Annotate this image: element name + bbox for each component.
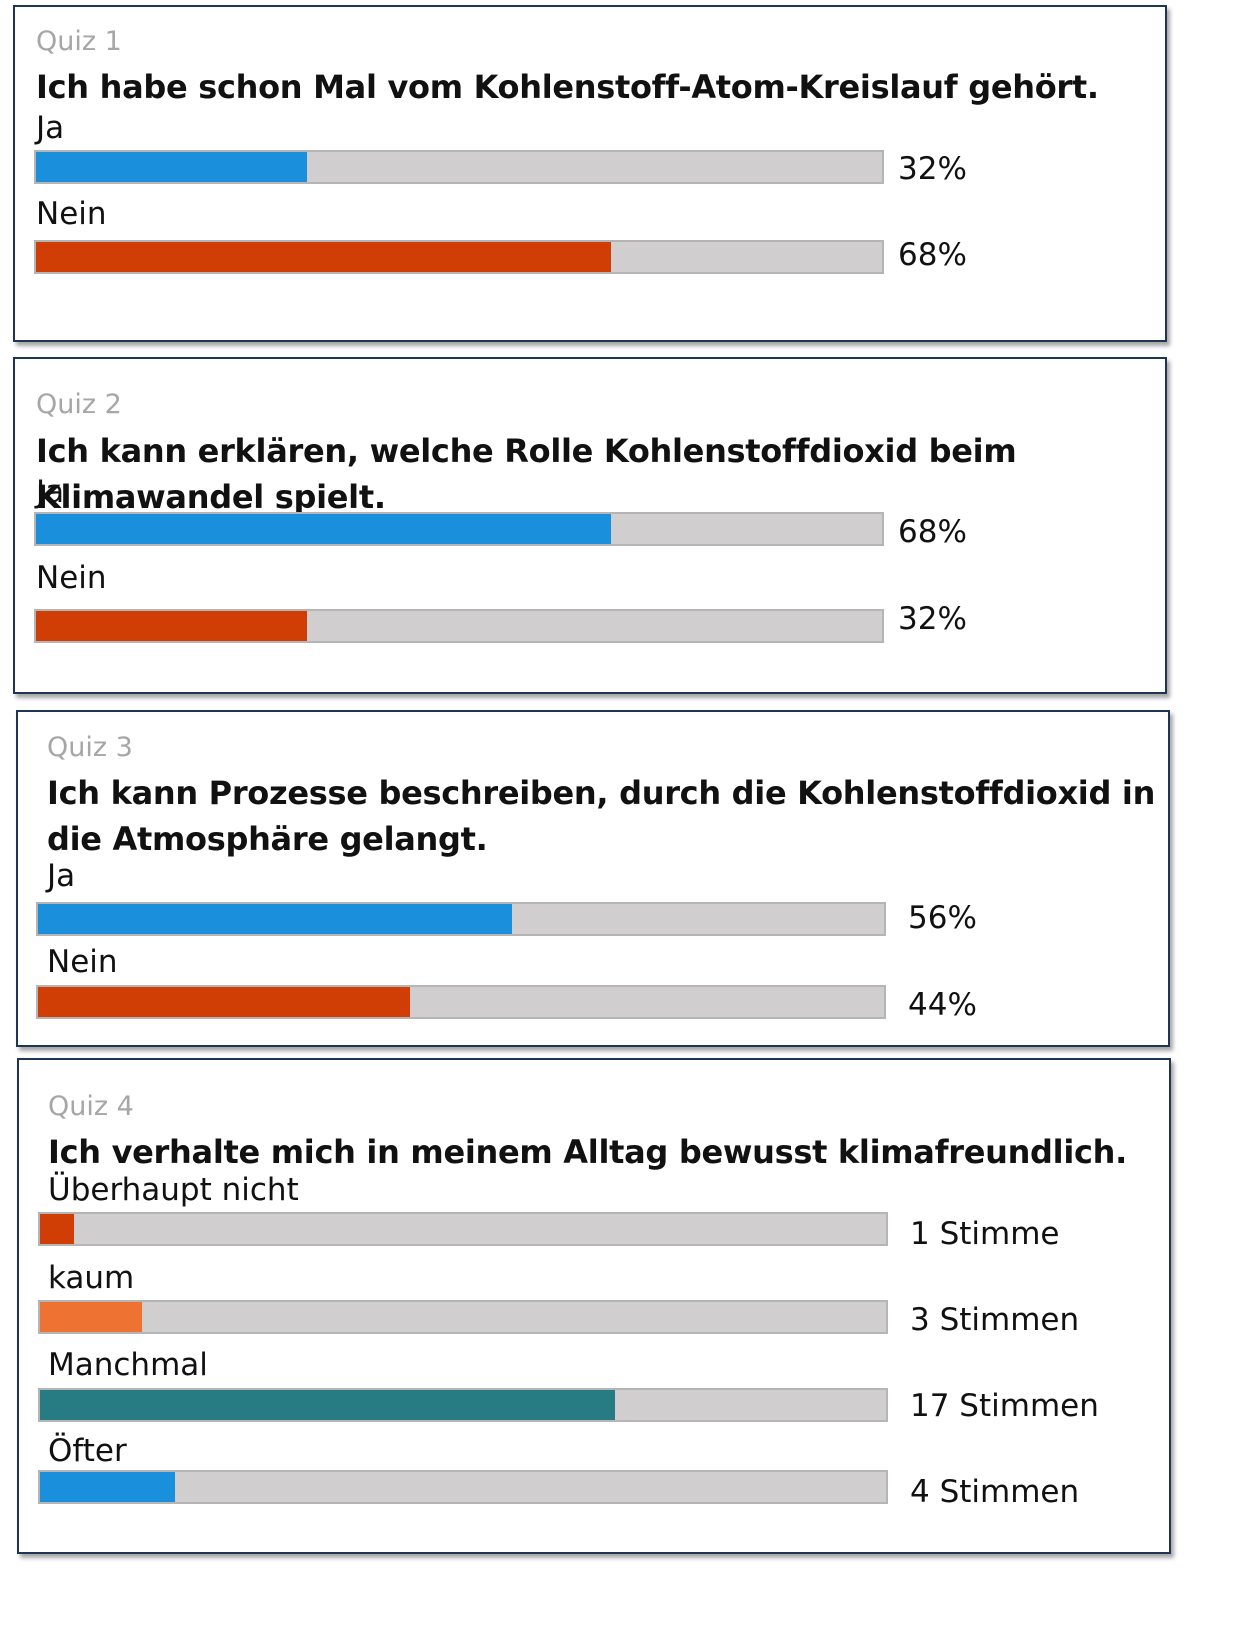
bar-fill	[36, 152, 307, 182]
bar-fill	[36, 242, 612, 272]
quiz-number-label: Quiz 1	[36, 26, 122, 57]
value-label: 3 Stimmen	[910, 1302, 1080, 1338]
option-label: Nein	[36, 560, 107, 596]
bar-fill	[40, 1390, 616, 1420]
bar-track	[38, 1470, 888, 1504]
bar-track	[36, 985, 886, 1019]
question-title: Ich kann erklären, welche Rolle Kohlenst…	[36, 432, 1017, 516]
bar-track	[36, 902, 886, 936]
bar-fill	[40, 1472, 176, 1502]
quiz-number-label: Quiz 2	[36, 389, 122, 420]
value-label: 56%	[908, 900, 977, 936]
bar-fill	[38, 987, 411, 1017]
bar-fill	[38, 904, 512, 934]
bar-fill	[36, 514, 612, 544]
bar-track	[38, 1300, 888, 1334]
option-label: Ja	[36, 474, 65, 510]
bar-fill	[36, 611, 307, 641]
quiz-number-label: Quiz 4	[48, 1091, 134, 1122]
question-title: Ich habe schon Mal vom Kohlenstoff-Atom-…	[36, 68, 1099, 106]
bar-track	[38, 1388, 888, 1422]
option-label: Manchmal	[48, 1347, 208, 1383]
bar-track	[34, 609, 884, 643]
value-label: 68%	[898, 514, 967, 550]
bar-fill	[40, 1214, 74, 1244]
question-title: Ich verhalte mich in meinem Alltag bewus…	[48, 1133, 1128, 1171]
option-label: kaum	[48, 1260, 135, 1296]
option-label: Nein	[47, 944, 118, 980]
option-label: Ja	[36, 110, 65, 146]
option-label: Öfter	[48, 1433, 127, 1469]
option-label: Nein	[36, 196, 107, 232]
value-label: 32%	[898, 151, 967, 187]
option-label: Ja	[47, 858, 76, 894]
bar-track	[34, 512, 884, 546]
quiz-number-label: Quiz 3	[47, 732, 133, 763]
option-label: Überhaupt nicht	[48, 1172, 299, 1208]
question-title: Ich kann Prozesse beschreiben, durch die…	[47, 774, 1156, 858]
bar-fill	[40, 1302, 142, 1332]
value-label: 68%	[898, 237, 967, 273]
value-label: 1 Stimme	[910, 1216, 1060, 1252]
bar-track	[38, 1212, 888, 1246]
value-label: 4 Stimmen	[910, 1474, 1080, 1510]
value-label: 32%	[898, 601, 967, 637]
value-label: 17 Stimmen	[910, 1388, 1099, 1424]
value-label: 44%	[908, 987, 977, 1023]
bar-track	[34, 150, 884, 184]
bar-track	[34, 240, 884, 274]
